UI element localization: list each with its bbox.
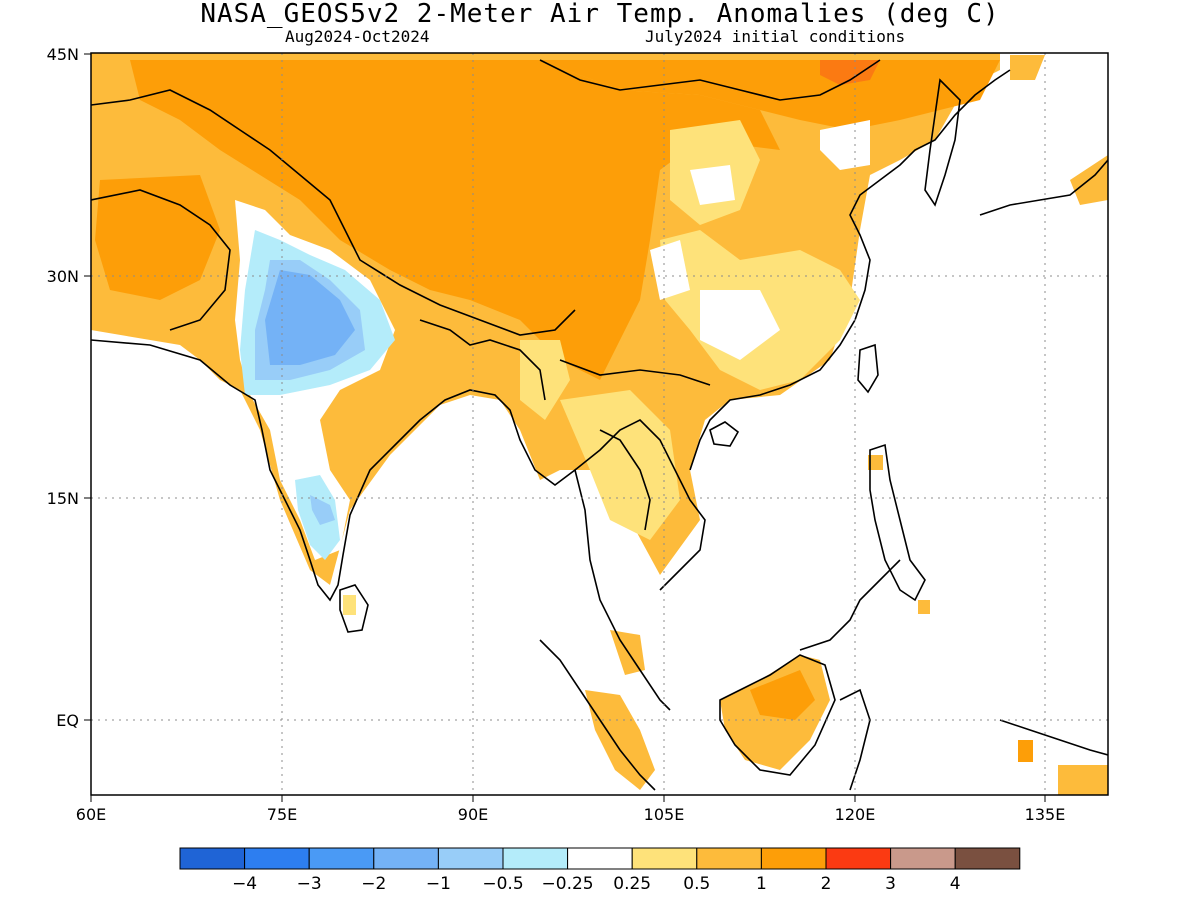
colorbar-label: −2 <box>361 874 386 894</box>
map-frame <box>90 52 1109 796</box>
colorbar-label: −0.25 <box>542 874 594 894</box>
lon-label-135e: 135E <box>1025 805 1066 824</box>
colorbar-label: −3 <box>297 874 322 894</box>
forecast-period: Aug2024-Oct2024 <box>285 27 430 46</box>
colorbar: −4 −3 −2 −1 −0.5 −0.25 0.25 0.5 1 2 3 4 <box>179 847 1021 894</box>
coastlines <box>91 59 1108 791</box>
initial-conditions: July2024 initial conditions <box>645 27 906 46</box>
colorbar-swatch <box>244 847 310 870</box>
lon-label-75e: 75E <box>267 805 297 824</box>
lat-label-30n: 30N <box>47 267 79 286</box>
colorbar-swatch <box>760 847 827 870</box>
colorbar-swatch <box>179 847 246 870</box>
colorbar-label: 0.25 <box>613 874 651 894</box>
lon-label-105e: 105E <box>644 805 685 824</box>
colorbar-swatch <box>696 847 762 870</box>
colorbar-label: 4 <box>950 874 961 894</box>
map-title: NASA_GEOS5v2 2-Meter Air Temp. Anomalies… <box>200 0 1000 29</box>
lat-label-eq: EQ <box>56 711 79 730</box>
colorbar-label: 2 <box>821 874 832 894</box>
colorbar-swatch <box>631 847 698 870</box>
colorbar-swatch <box>502 847 569 870</box>
colorbar-swatch <box>825 847 892 870</box>
lon-label-90e: 90E <box>458 805 488 824</box>
colorbar-swatch <box>437 847 504 870</box>
colorbar-label: 3 <box>885 874 896 894</box>
lon-label-120e: 120E <box>835 805 876 824</box>
lon-label-60e: 60E <box>76 805 106 824</box>
axis-ticks <box>84 53 1046 802</box>
colorbar-swatch <box>890 847 956 870</box>
colorbar-swatch <box>373 847 439 870</box>
lat-label-45n: 45N <box>47 45 79 64</box>
colorbar-label: −4 <box>232 874 257 894</box>
colorbar-swatch <box>954 847 1021 870</box>
anomaly-field <box>91 53 1108 795</box>
colorbar-label: −1 <box>426 874 451 894</box>
lat-label-15n: 15N <box>47 489 79 508</box>
gridlines <box>91 53 1108 795</box>
colorbar-label: −0.5 <box>482 874 523 894</box>
colorbar-label: 0.5 <box>683 874 710 894</box>
colorbar-label: 1 <box>756 874 767 894</box>
colorbar-swatch <box>567 847 633 870</box>
colorbar-swatch <box>308 847 375 870</box>
